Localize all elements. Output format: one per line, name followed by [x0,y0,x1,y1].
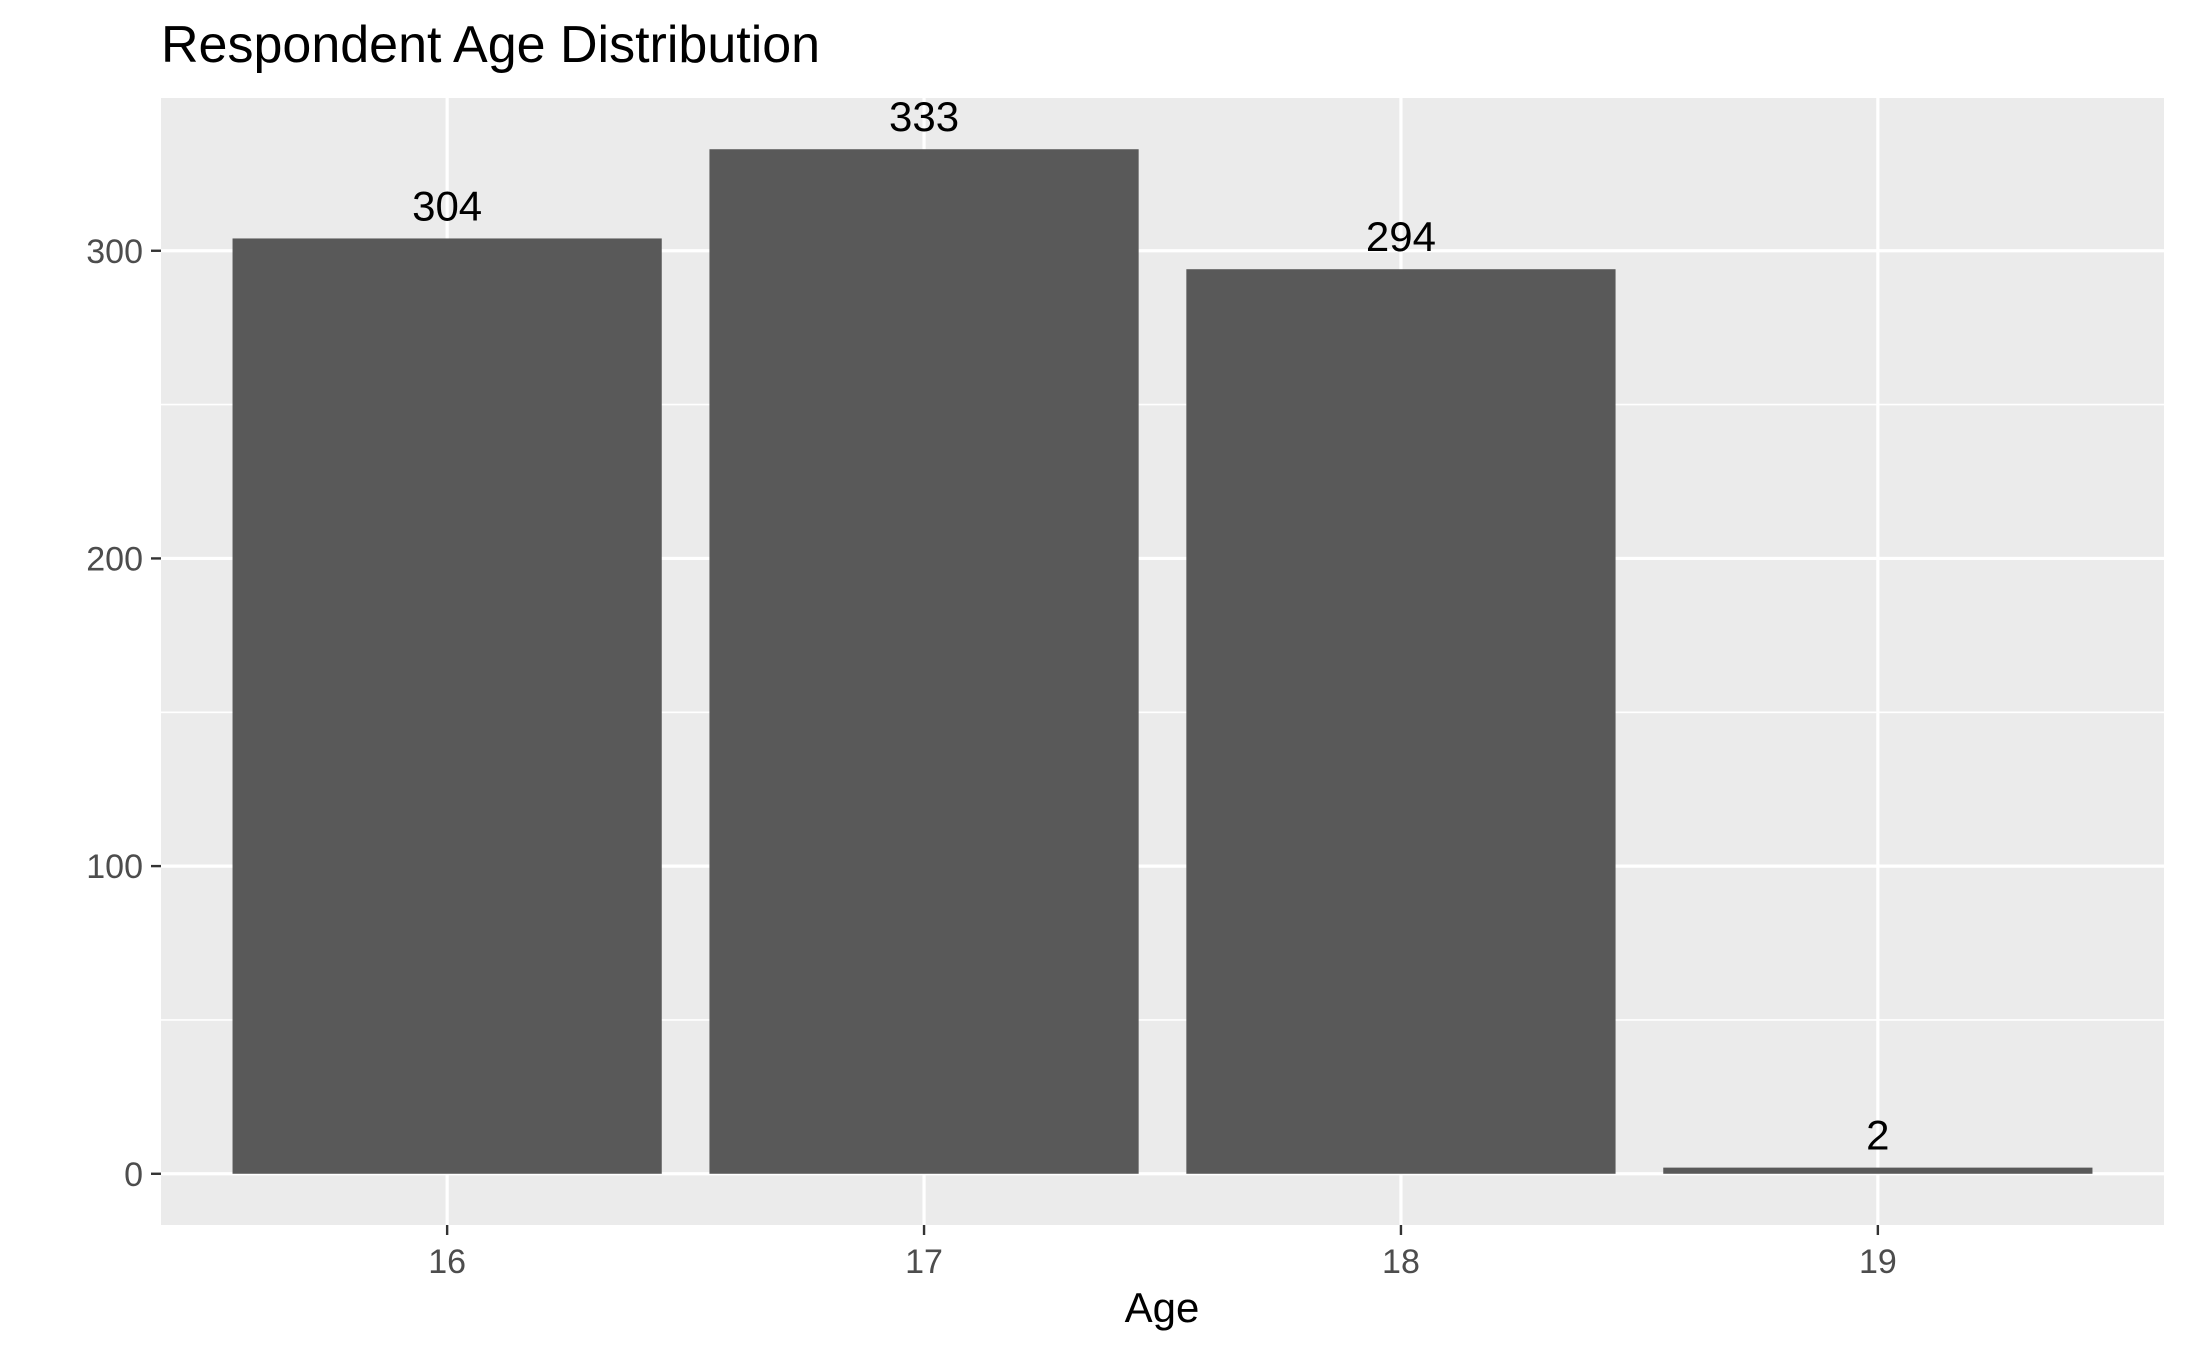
bar-value-label: 294 [1366,213,1436,260]
bar-18 [1186,269,1616,1174]
bar-value-label: 333 [889,93,959,140]
y-tick-label: 300 [86,233,143,271]
bars [232,149,2093,1174]
bar-value-label: 304 [412,182,482,229]
x-tick-label: 18 [1382,1243,1420,1281]
x-tick-label: 16 [428,1243,466,1281]
bar-19 [1663,1167,2093,1174]
y-tick-label: 0 [124,1156,143,1194]
bar-17 [709,149,1139,1174]
x-axis-title: Age [1125,1284,1200,1331]
bar-16 [232,238,662,1174]
y-tick-label: 200 [86,540,143,578]
x-tick-label: 19 [1859,1243,1897,1281]
x-axis: 16 17 18 19 [428,1225,1897,1281]
data-labels: 304 333 294 2 [412,93,1889,1158]
y-tick-label: 100 [86,848,143,886]
x-tick-label: 17 [905,1243,943,1281]
chart-title: Respondent Age Distribution [161,16,820,74]
bar-value-label: 2 [1866,1112,1889,1159]
y-axis: 0 100 200 300 [86,233,161,1194]
